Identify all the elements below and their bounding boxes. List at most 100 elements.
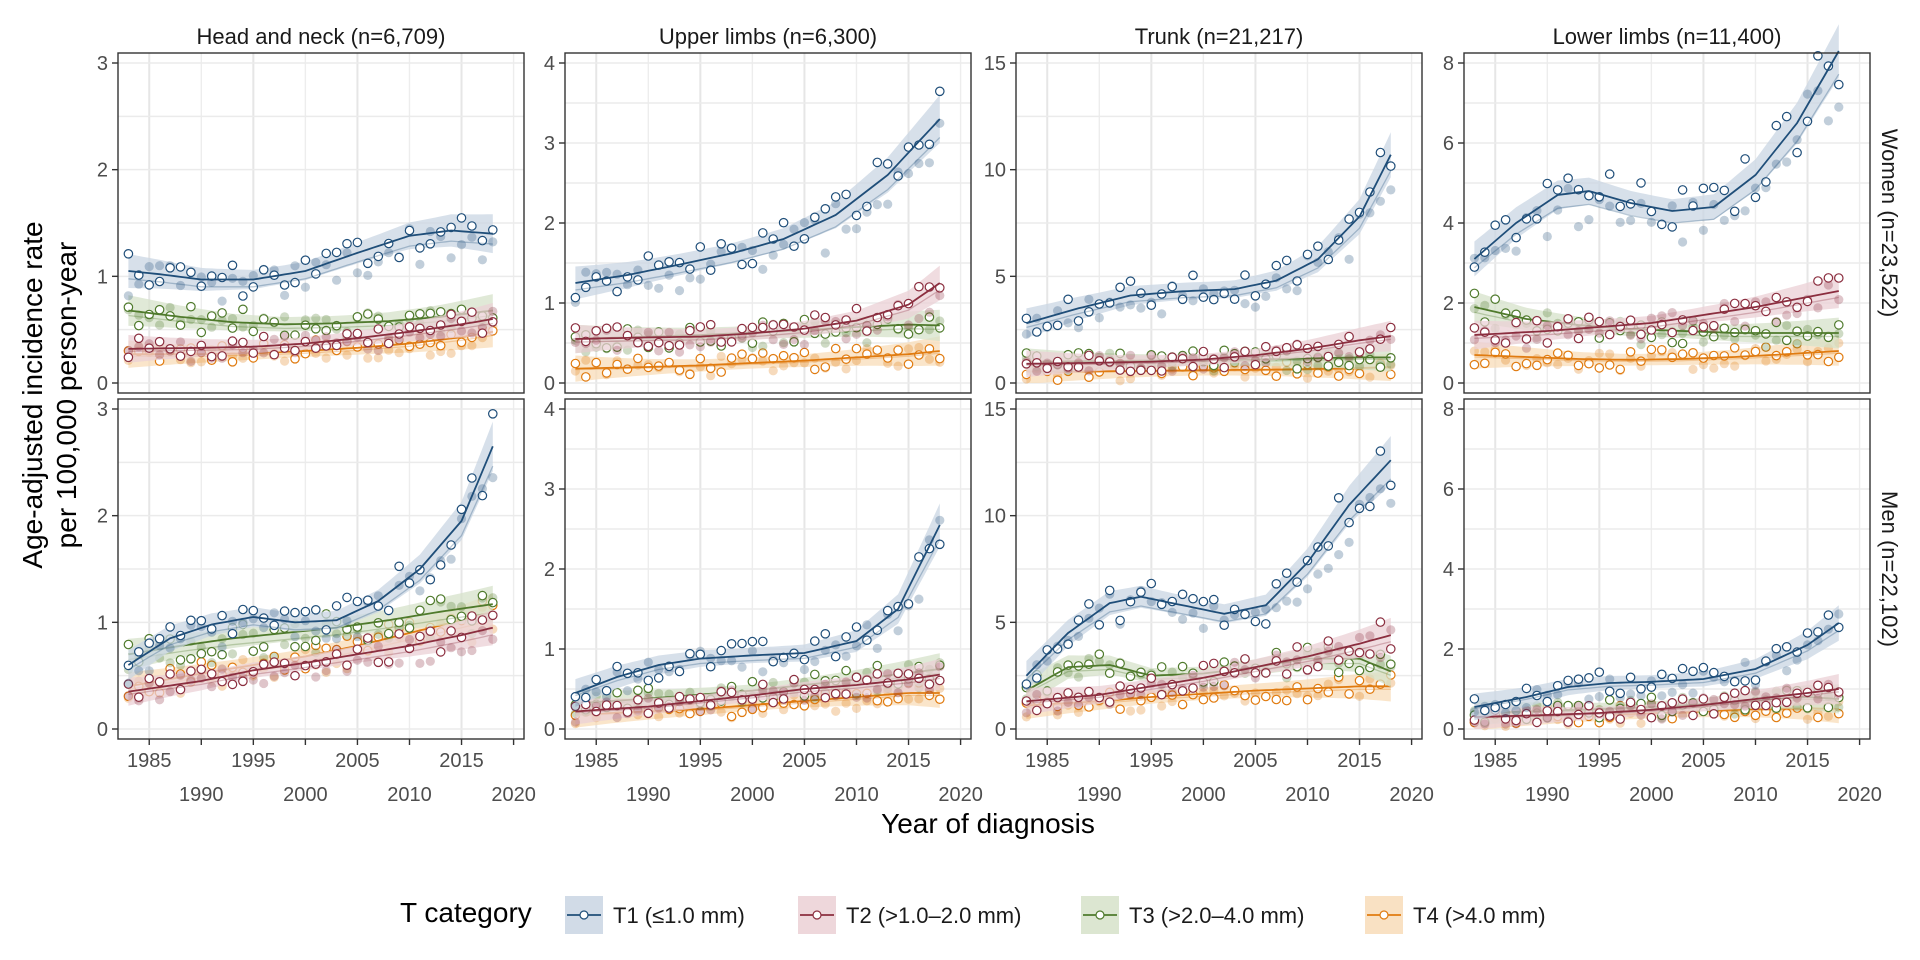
point-open-s0 <box>123 249 134 259</box>
point-filled-s1 <box>196 348 206 358</box>
point-open-s2 <box>415 605 425 616</box>
point-filled-s2 <box>1782 320 1792 330</box>
point-filled-s1 <box>612 345 622 355</box>
point-filled-s1 <box>1584 324 1594 334</box>
point-filled-s0 <box>1646 217 1656 227</box>
point-open-s2 <box>248 326 259 337</box>
point-open-s1 <box>1761 700 1771 711</box>
point-open-s0 <box>1490 220 1500 230</box>
point-open-s0 <box>1834 79 1844 90</box>
point-open-s0 <box>1750 675 1761 685</box>
point-filled-s0 <box>1490 245 1500 256</box>
x-tick-label: 2015 <box>1337 750 1382 772</box>
point-open-s1 <box>778 694 789 704</box>
point-filled-s0 <box>799 664 810 675</box>
point-filled-s1 <box>570 337 581 347</box>
point-open-s3 <box>1188 370 1198 381</box>
point-open-s0 <box>1667 222 1677 232</box>
point-filled-s1 <box>321 665 331 676</box>
point-filled-s0 <box>1501 243 1511 253</box>
point-filled-s1 <box>903 320 914 330</box>
point-filled-s2 <box>1282 365 1292 376</box>
point-filled-s2 <box>1626 329 1636 339</box>
point-open-s2 <box>217 308 227 318</box>
point-open-s1 <box>258 659 269 670</box>
point-open-s0 <box>342 238 352 249</box>
point-filled-s0 <box>1178 614 1188 625</box>
point-open-s3 <box>903 359 914 369</box>
point-open-s1 <box>383 657 394 667</box>
point-filled-s0 <box>425 226 435 237</box>
point-open-s2 <box>1354 665 1365 676</box>
point-open-s0 <box>321 625 331 635</box>
point-filled-s2 <box>1302 365 1313 375</box>
point-open-s2 <box>1094 649 1105 659</box>
point-filled-s1 <box>467 645 477 656</box>
ribbon-0 <box>128 214 493 292</box>
point-open-s1 <box>1771 292 1782 303</box>
point-open-s0 <box>1146 300 1157 310</box>
point-open-s3 <box>716 367 726 377</box>
point-filled-s0 <box>1136 303 1146 313</box>
point-open-s2 <box>310 323 321 334</box>
point-filled-s0 <box>1188 608 1198 618</box>
point-open-s1 <box>206 351 217 362</box>
y-tick-label: 0 <box>97 719 108 741</box>
point-filled-s1 <box>248 675 258 685</box>
point-open-s3 <box>1594 363 1605 373</box>
point-filled-s0 <box>1386 498 1396 508</box>
point-filled-s2 <box>332 629 342 639</box>
point-open-s1 <box>851 303 862 314</box>
point-open-s1 <box>1375 617 1386 627</box>
point-open-s3 <box>1625 346 1636 357</box>
point-open-s1 <box>1188 361 1198 372</box>
trend-line-s0 <box>575 524 941 694</box>
point-open-s1 <box>716 686 726 697</box>
point-open-s0 <box>1115 615 1125 626</box>
point-filled-s1 <box>789 334 799 345</box>
y-tick-label: 4 <box>1443 559 1454 581</box>
point-open-s1 <box>882 678 893 688</box>
point-open-s0 <box>258 264 269 275</box>
point-open-s1 <box>258 331 269 342</box>
point-filled-s0 <box>924 158 935 168</box>
point-open-s3 <box>1240 690 1250 701</box>
point-open-s0 <box>1771 643 1782 654</box>
point-filled-s0 <box>1334 550 1344 560</box>
point-filled-s2 <box>1480 300 1490 310</box>
point-open-s0 <box>362 258 373 269</box>
point-open-s2 <box>903 329 914 339</box>
point-open-s1 <box>269 657 279 667</box>
point-filled-s1 <box>1261 358 1271 368</box>
point-filled-s1 <box>175 670 186 680</box>
point-open-s0 <box>1188 593 1198 604</box>
point-filled-s0 <box>217 642 227 652</box>
ribbon-0 <box>1026 436 1391 691</box>
point-open-s2 <box>352 311 363 322</box>
point-open-s1 <box>893 668 903 679</box>
point-filled-s0 <box>1834 609 1844 619</box>
point-filled-s0 <box>1125 300 1136 310</box>
point-filled-s2 <box>1771 335 1781 345</box>
y-axis-label-line1: Age-adjusted incidence rate <box>17 221 48 568</box>
ribbon-0 <box>575 95 940 300</box>
point-filled-s0 <box>1042 656 1052 666</box>
trend-secondary-s1 <box>128 634 493 695</box>
point-open-s3 <box>809 364 820 375</box>
point-open-s3 <box>799 347 810 358</box>
point-open-s2 <box>924 312 935 322</box>
point-open-s2 <box>425 595 436 606</box>
point-filled-s1 <box>1834 295 1844 305</box>
point-filled-s3 <box>581 355 591 365</box>
point-open-s0 <box>695 649 706 660</box>
point-open-s2 <box>383 628 394 639</box>
point-open-s0 <box>633 275 643 285</box>
point-filled-s0 <box>1678 680 1688 690</box>
panels-layer: Head and neck (n=6,709) Upper limbs (n=6,… <box>97 24 1902 806</box>
point-open-s3 <box>1532 360 1542 371</box>
point-open-s0 <box>653 673 664 683</box>
point-open-s1 <box>415 631 425 642</box>
point-filled-s0 <box>1375 484 1385 494</box>
panel-r1-c3: 0 2 4 6 8 1985 1995 2005 2015 1990 2000 2010 2020 <box>1443 398 1882 806</box>
point-open-s0 <box>1802 628 1813 638</box>
